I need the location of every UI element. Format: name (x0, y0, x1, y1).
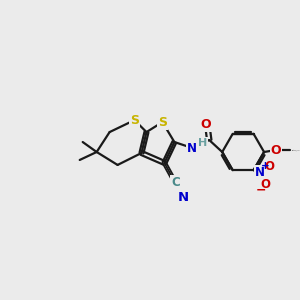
Text: O: O (265, 160, 275, 172)
Text: O: O (271, 143, 281, 157)
Text: O: O (200, 118, 211, 130)
Text: H: H (198, 138, 208, 148)
Text: methyl_end: methyl_end (292, 149, 300, 151)
Text: C: C (171, 176, 180, 189)
Text: S: S (158, 116, 167, 129)
Text: S: S (130, 114, 139, 127)
Text: N: N (187, 142, 197, 154)
Text: −: − (255, 184, 266, 196)
Text: O: O (261, 178, 271, 190)
Text: methyl: methyl (286, 149, 291, 151)
Text: N: N (178, 191, 189, 204)
Text: N: N (255, 166, 265, 178)
Text: +: + (261, 161, 270, 171)
